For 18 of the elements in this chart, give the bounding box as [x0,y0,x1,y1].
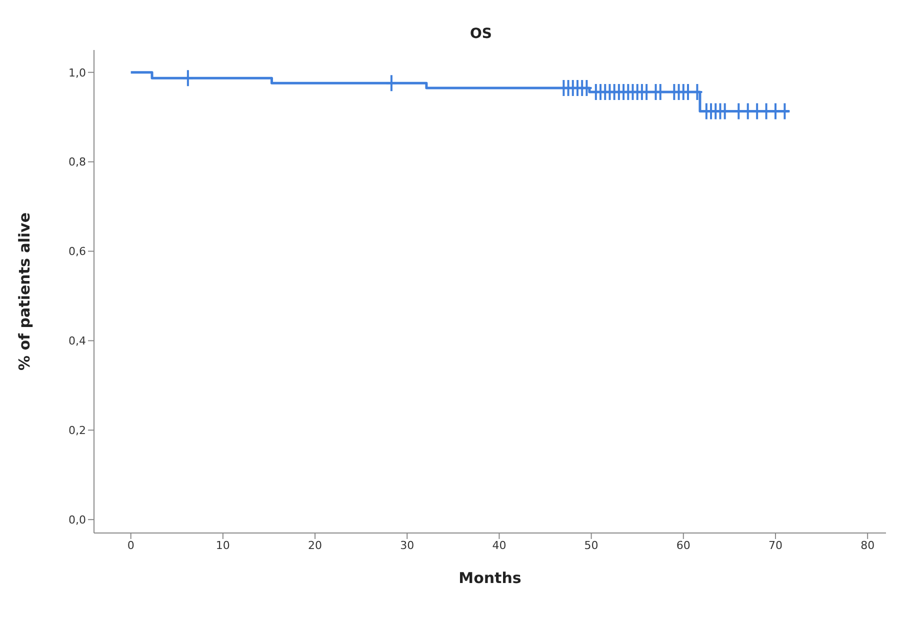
y-tick-label: 0,8 [68,156,86,169]
x-tick-label: 70 [768,538,782,552]
y-tick-label: 1,0 [68,66,86,80]
x-axis-title: Months [458,569,522,587]
x-tick-label: 10 [216,538,230,552]
x-tick-label: 40 [492,538,506,552]
x-tick-label: 30 [400,538,414,552]
y-tick-label: 0,4 [68,334,86,348]
y-axis-title: % of patients alive [15,212,34,371]
y-tick-label: 0,2 [68,424,86,438]
y-tick-label: 0,6 [68,245,86,258]
x-tick-label: 20 [308,538,322,552]
x-tick-label: 50 [584,538,598,552]
x-tick-label: 80 [860,538,875,552]
x-tick-label: 0 [127,538,134,552]
chart-title: OS [470,26,492,42]
x-tick-label: 60 [676,538,690,552]
y-tick-label: 0,0 [68,513,86,526]
